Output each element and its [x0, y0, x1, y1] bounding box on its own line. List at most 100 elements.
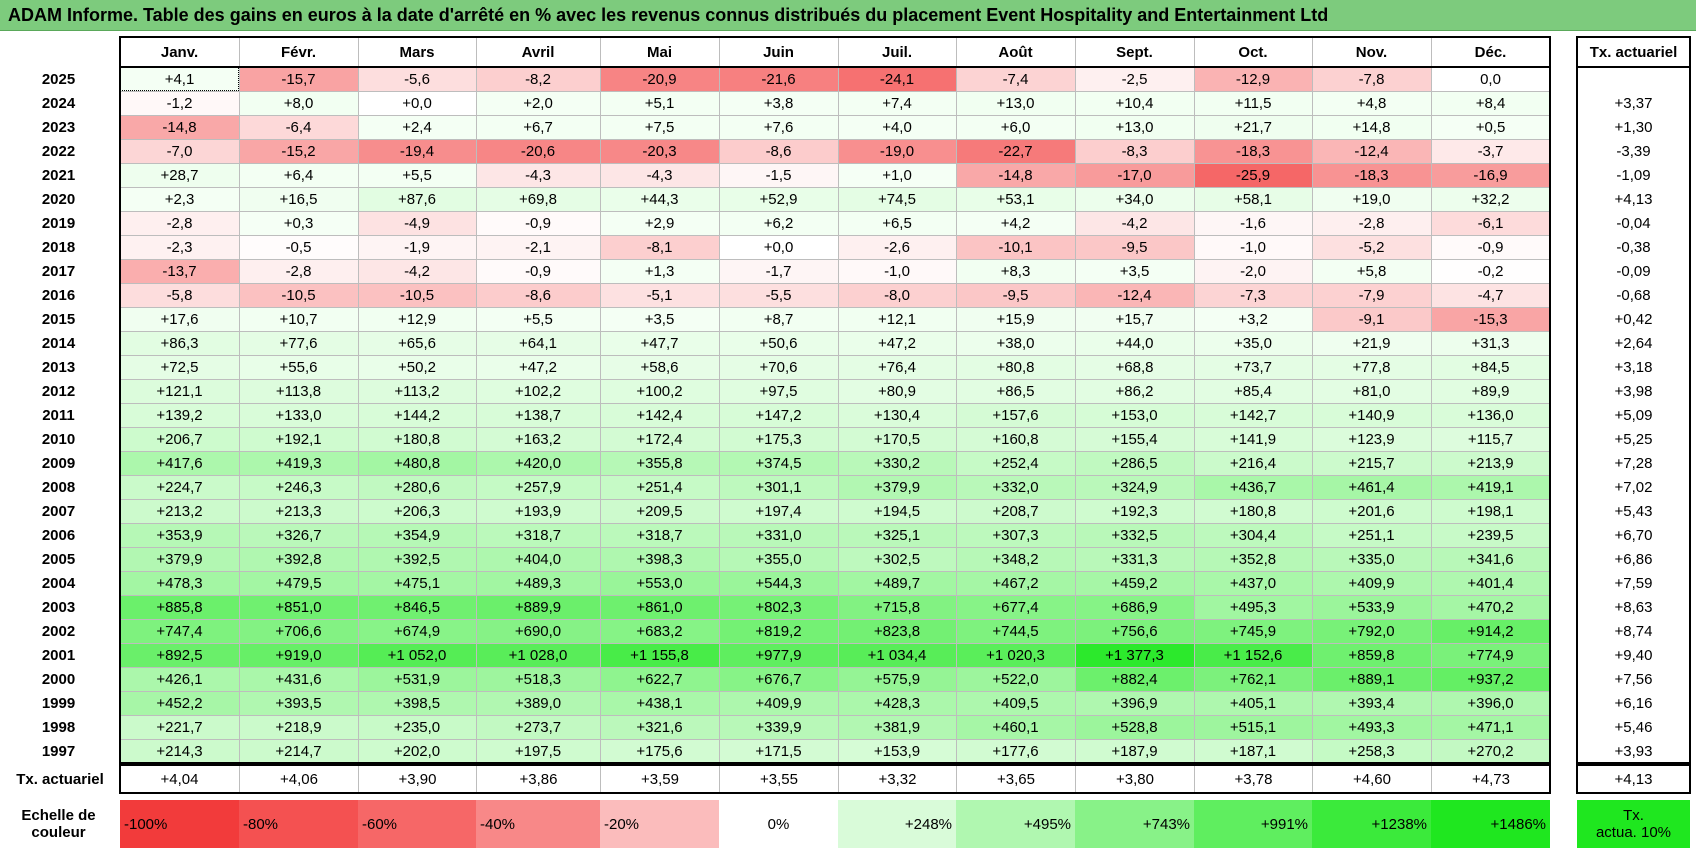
- heatmap-cell: +747,4: [120, 619, 239, 643]
- year-label: 2009: [41, 454, 76, 472]
- heatmap-cell: +420,0: [476, 451, 600, 475]
- heatmap-cell: -12,4: [1312, 139, 1431, 163]
- heatmap-cell: -1,6: [1194, 211, 1312, 235]
- heatmap-cell: +851,0: [239, 595, 358, 619]
- title-bar: ADAM Informe. Table des gains en euros à…: [0, 0, 1696, 31]
- year-label: 2011: [42, 406, 75, 424]
- heatmap-cell: +977,9: [719, 643, 838, 667]
- heatmap-cell: +7,5: [600, 115, 719, 139]
- color-scale-rate-swatch: Tx. actua. 10%: [1577, 800, 1690, 848]
- heatmap-cell: +4,1: [120, 67, 239, 91]
- heatmap-cell: +0,0: [719, 235, 838, 259]
- heatmap-cell: -18,3: [1312, 163, 1431, 187]
- heatmap-cell: -2,6: [838, 235, 956, 259]
- heatmap-cell: +325,1: [838, 523, 956, 547]
- heatmap-cell: +84,5: [1431, 355, 1550, 379]
- heatmap-cell: +55,6: [239, 355, 358, 379]
- annual-rate-cell: +3,37: [1614, 94, 1653, 112]
- heatmap-cell: +73,7: [1194, 355, 1312, 379]
- color-scale-swatch: +248%: [838, 800, 956, 848]
- heatmap-cell: +405,1: [1194, 691, 1312, 715]
- heatmap-cell: +762,1: [1194, 667, 1312, 691]
- heatmap-cell: +214,3: [120, 739, 239, 763]
- heatmap-cell: +937,2: [1431, 667, 1550, 691]
- heatmap-cell: +142,7: [1194, 403, 1312, 427]
- year-label: 2023: [41, 118, 76, 136]
- year-label: 2017: [41, 262, 76, 280]
- heatmap-cell: +13,0: [956, 91, 1075, 115]
- heatmap-cell: +2,4: [358, 115, 476, 139]
- heatmap-cell: -2,8: [120, 211, 239, 235]
- heatmap-cell: -2,5: [1075, 67, 1194, 91]
- heatmap-cell: +206,3: [358, 499, 476, 523]
- heatmap-cell: +437,0: [1194, 571, 1312, 595]
- heatmap-cell: +331,0: [719, 523, 838, 547]
- heatmap-cell: +522,0: [956, 667, 1075, 691]
- month-header: Août: [998, 43, 1033, 61]
- grid-line: [120, 571, 1550, 572]
- heatmap-cell: -20,6: [476, 139, 600, 163]
- footer-rate-cell: +3,80: [1075, 765, 1194, 793]
- grid-line: [120, 619, 1550, 620]
- heatmap-cell: +15,9: [956, 307, 1075, 331]
- footer-label: Tx. actuariel: [16, 770, 104, 788]
- heatmap-cell: +113,8: [239, 379, 358, 403]
- color-scale-label-line2: couleur: [31, 824, 86, 841]
- grid-line: [120, 667, 1550, 668]
- heatmap-cell: +68,8: [1075, 355, 1194, 379]
- color-scale-swatch: +743%: [1075, 800, 1194, 848]
- heatmap-cell: +52,9: [719, 187, 838, 211]
- heatmap-cell: +1 377,3: [1075, 643, 1194, 667]
- month-header: Nov.: [1355, 43, 1388, 61]
- heatmap-cell: +197,4: [719, 499, 838, 523]
- heatmap-cell: +69,8: [476, 187, 600, 211]
- annual-rate-cell: +5,46: [1614, 718, 1653, 736]
- heatmap-cell: +744,5: [956, 619, 1075, 643]
- heatmap-cell: +919,0: [239, 643, 358, 667]
- grid-line: [719, 37, 720, 763]
- heatmap-cell: +213,3: [239, 499, 358, 523]
- heatmap-cell: +438,1: [600, 691, 719, 715]
- heatmap-cell: +113,2: [358, 379, 476, 403]
- grid-line: [120, 331, 1550, 332]
- heatmap-cell: +301,1: [719, 475, 838, 499]
- heatmap-cell: +324,9: [1075, 475, 1194, 499]
- heatmap-cell: +5,5: [476, 307, 600, 331]
- heatmap-cell: +404,0: [476, 547, 600, 571]
- heatmap-cell: -7,3: [1194, 283, 1312, 307]
- footer-rate-cell: +3,32: [838, 765, 956, 793]
- heatmap-cell: +802,3: [719, 595, 838, 619]
- heatmap-cell: +823,8: [838, 619, 956, 643]
- footer-rate-cell: +3,78: [1194, 765, 1312, 793]
- heatmap-cell: -25,9: [1194, 163, 1312, 187]
- footer-rate-cell: +4,73: [1431, 765, 1550, 793]
- heatmap-cell: -9,5: [1075, 235, 1194, 259]
- month-header: Févr.: [280, 43, 317, 61]
- heatmap-cell: +389,0: [476, 691, 600, 715]
- heatmap-cell: +428,3: [838, 691, 956, 715]
- grid-line: [120, 307, 1550, 308]
- heatmap-cell: +393,4: [1312, 691, 1431, 715]
- heatmap-cell: +478,3: [120, 571, 239, 595]
- heatmap-cell: +175,3: [719, 427, 838, 451]
- heatmap-cell: -5,5: [719, 283, 838, 307]
- heatmap-cell: +515,1: [1194, 715, 1312, 739]
- year-label: 2007: [41, 502, 76, 520]
- heatmap-cell: +47,2: [838, 331, 956, 355]
- year-label: 2025: [41, 70, 76, 88]
- heatmap-cell: -24,1: [838, 67, 956, 91]
- heatmap-cell: +251,4: [600, 475, 719, 499]
- selected-cell-outline[interactable]: [120, 67, 239, 91]
- color-scale-swatch: +1486%: [1431, 800, 1550, 848]
- color-scale-swatch: +991%: [1194, 800, 1312, 848]
- footer-rate-cell: +4,60: [1312, 765, 1431, 793]
- heatmap-cell: +318,7: [476, 523, 600, 547]
- heatmap-cell: +321,6: [600, 715, 719, 739]
- heatmap-cell: +3,2: [1194, 307, 1312, 331]
- month-header: Mars: [399, 43, 435, 61]
- heatmap-cell: +187,1: [1194, 739, 1312, 763]
- annual-rate-cell: +6,70: [1614, 526, 1653, 544]
- heatmap-cell: +470,2: [1431, 595, 1550, 619]
- heatmap-cell: +745,9: [1194, 619, 1312, 643]
- heatmap-cell: +160,8: [956, 427, 1075, 451]
